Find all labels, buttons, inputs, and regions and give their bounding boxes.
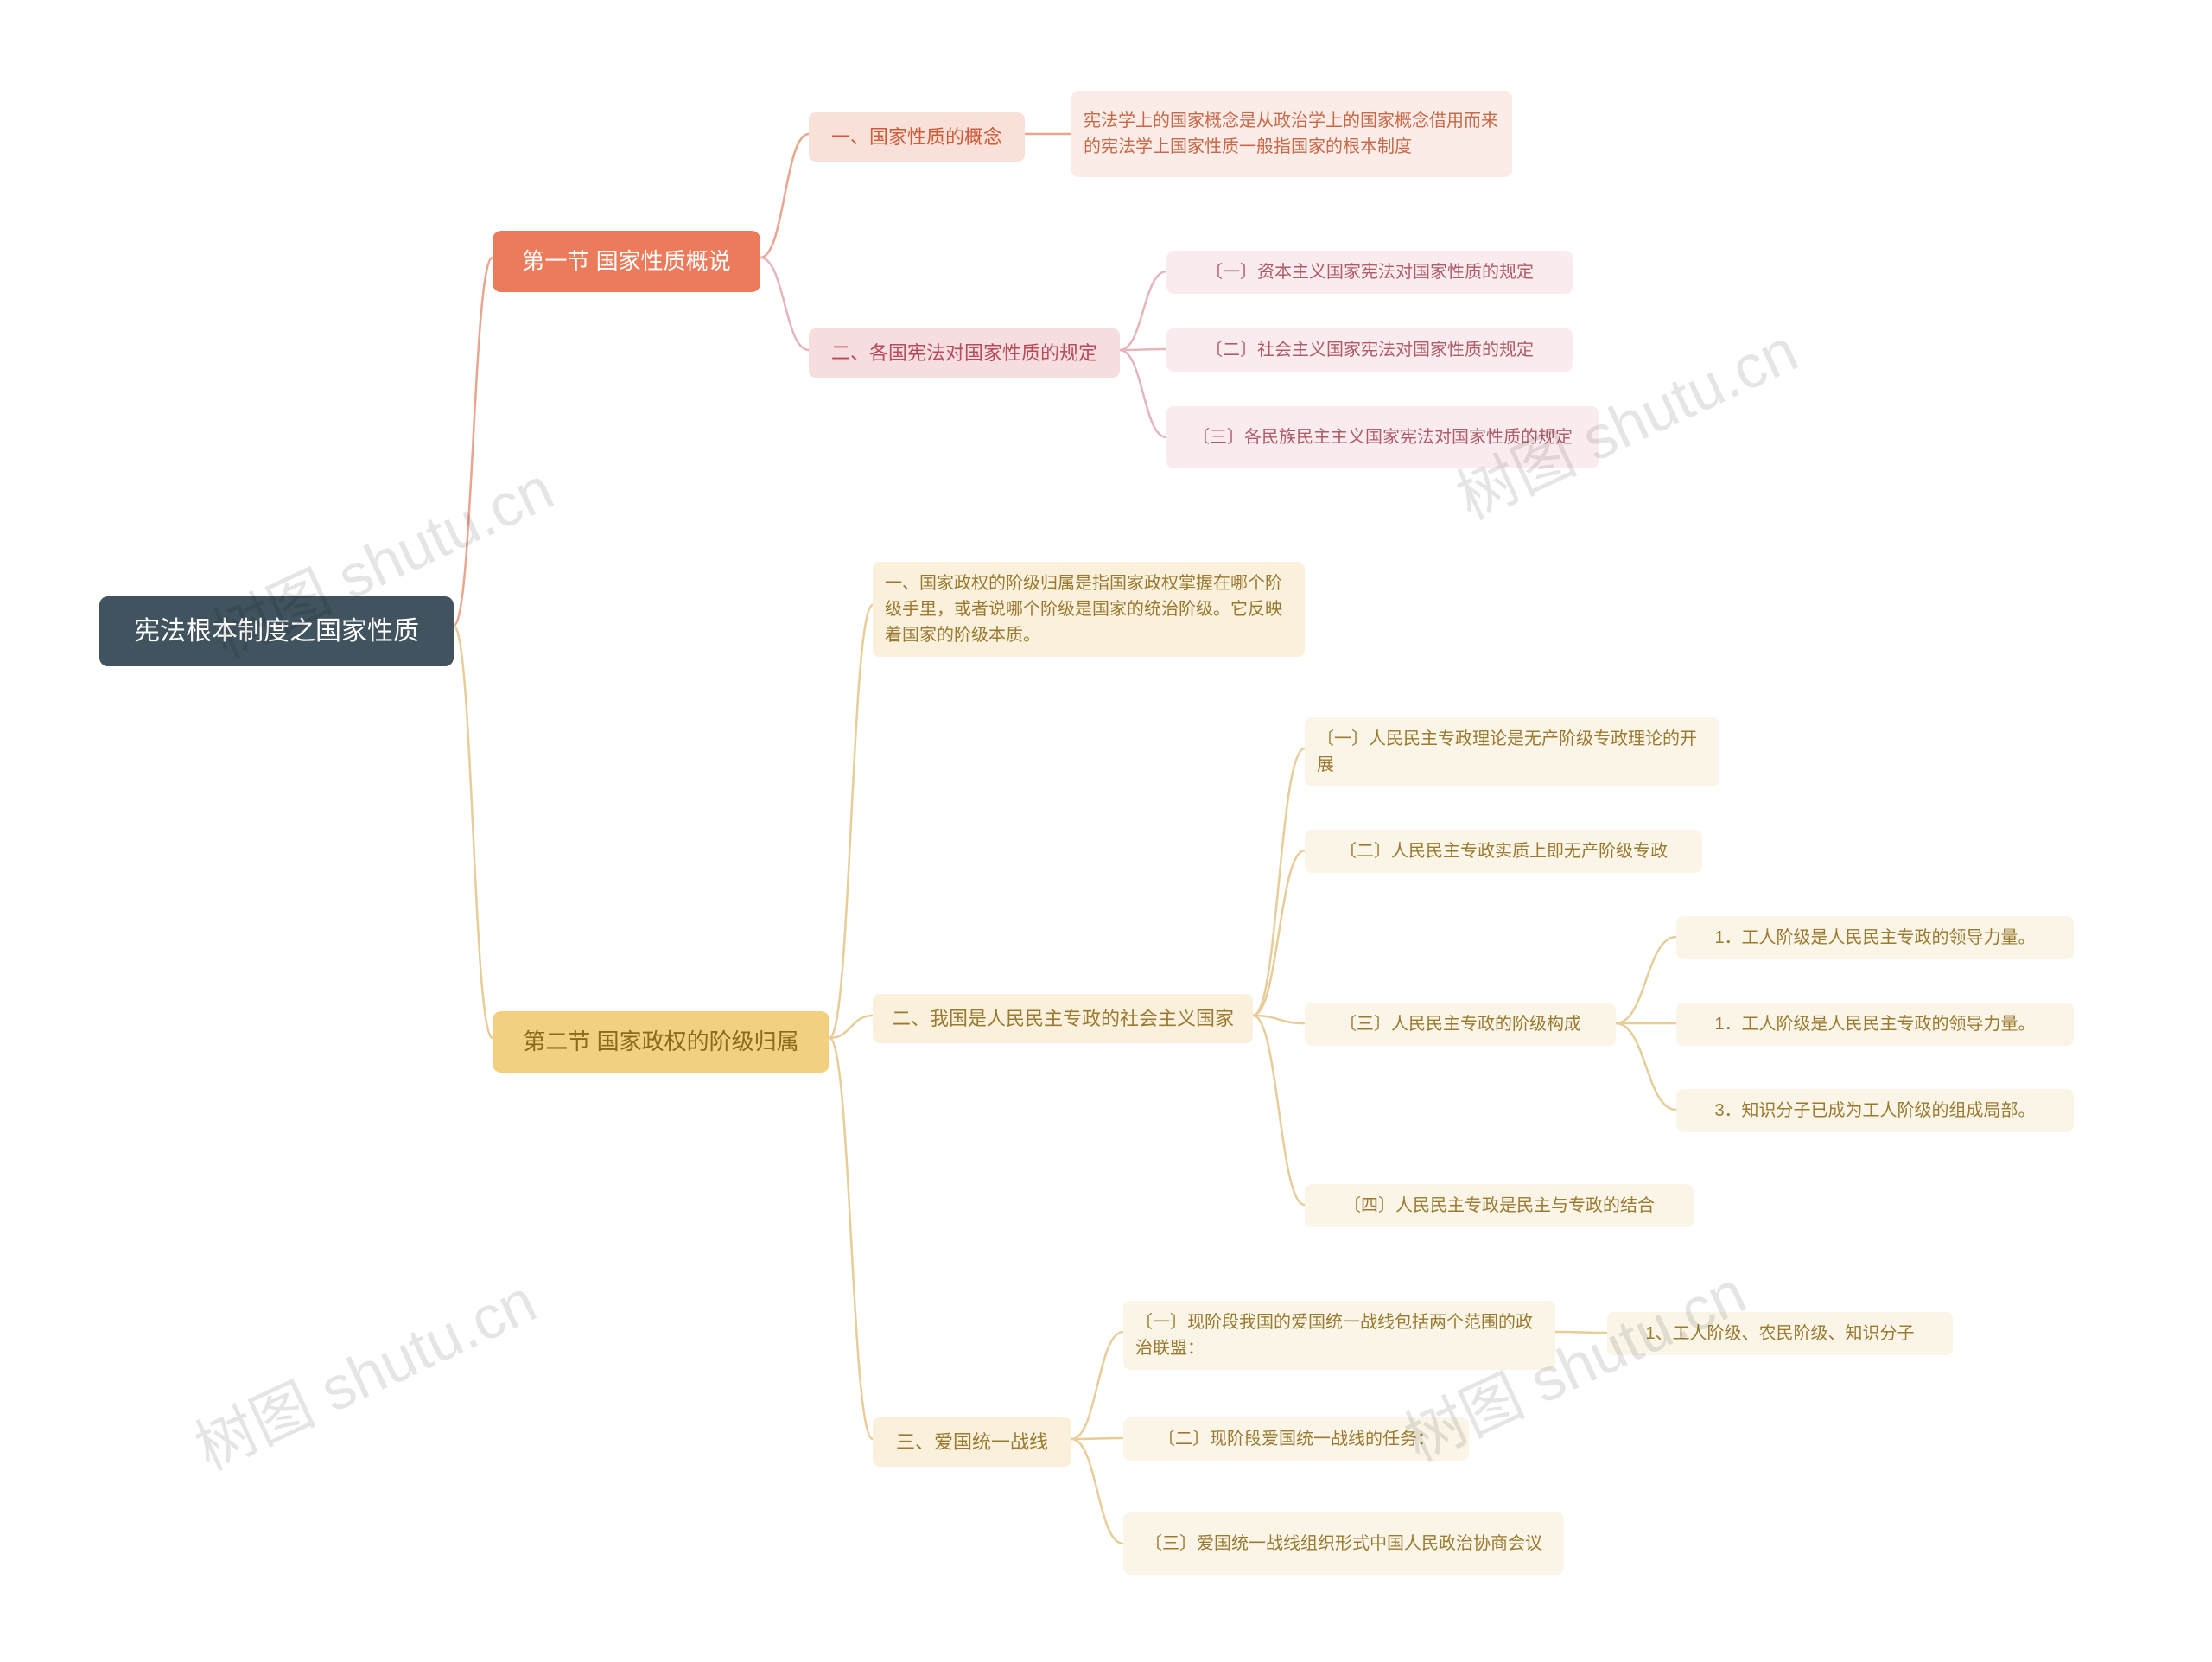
section-1: 第一节 国家性质概说	[493, 231, 760, 292]
node-s1b3: 〔三〕各民族民主主义国家宪法对国家性质的规定	[1166, 406, 1599, 468]
node-s1b2: 〔二〕社会主义国家宪法对国家性质的规定	[1166, 328, 1573, 372]
watermark: 树图 shutu.cn	[179, 1253, 548, 1487]
node-s1a1: 宪法学上的国家概念是从政治学上的国家概念借用而来的宪法学上国家性质一般指国家的根…	[1071, 91, 1512, 177]
node-s2b3c: 3．知识分子已成为工人阶级的组成局部。	[1676, 1089, 2074, 1132]
node-s2c1a: 1、工人阶级、农民阶级、知识分子	[1607, 1312, 1953, 1355]
node-s2b3a: 1．工人阶级是人民民主专政的领导力量。	[1676, 916, 2074, 959]
section-2: 第二节 国家政权的阶级归属	[493, 1011, 830, 1073]
node-s1b: 二、各国宪法对国家性质的规定	[809, 328, 1120, 378]
node-s1b1: 〔一〕资本主义国家宪法对国家性质的规定	[1166, 251, 1573, 294]
node-s2c3: 〔三〕爱国统一战线组织形式中国人民政治协商会议	[1123, 1512, 1564, 1575]
node-s2b3b: 1．工人阶级是人民民主专政的领导力量。	[1676, 1003, 2074, 1046]
node-s1a: 一、国家性质的概念	[809, 112, 1025, 162]
node-s2b3: 〔三〕人民民主专政的阶级构成	[1305, 1003, 1616, 1046]
node-s2c2: 〔二〕现阶段爱国统一战线的任务：	[1123, 1417, 1469, 1461]
node-s2b1: 〔一〕人民民主专政理论是无产阶级专政理论的开展	[1305, 717, 1719, 786]
node-s2c: 三、爱国统一战线	[873, 1417, 1071, 1467]
node-s2c1: 〔一〕现阶段我国的爱国统一战线包括两个范围的政治联盟：	[1123, 1301, 1555, 1370]
node-s2b2: 〔二〕人民民主专政实质上即无产阶级专政	[1305, 830, 1702, 873]
node-s2a: 一、国家政权的阶级归属是指国家政权掌握在哪个阶级手里，或者说哪个阶级是国家的统治…	[873, 562, 1305, 657]
root-node: 宪法根本制度之国家性质	[99, 596, 454, 666]
edge-layer	[0, 0, 2212, 1662]
node-s2b: 二、我国是人民民主专政的社会主义国家	[873, 994, 1253, 1043]
node-s2b4: 〔四〕人民民主专政是民主与专政的结合	[1305, 1184, 1694, 1227]
